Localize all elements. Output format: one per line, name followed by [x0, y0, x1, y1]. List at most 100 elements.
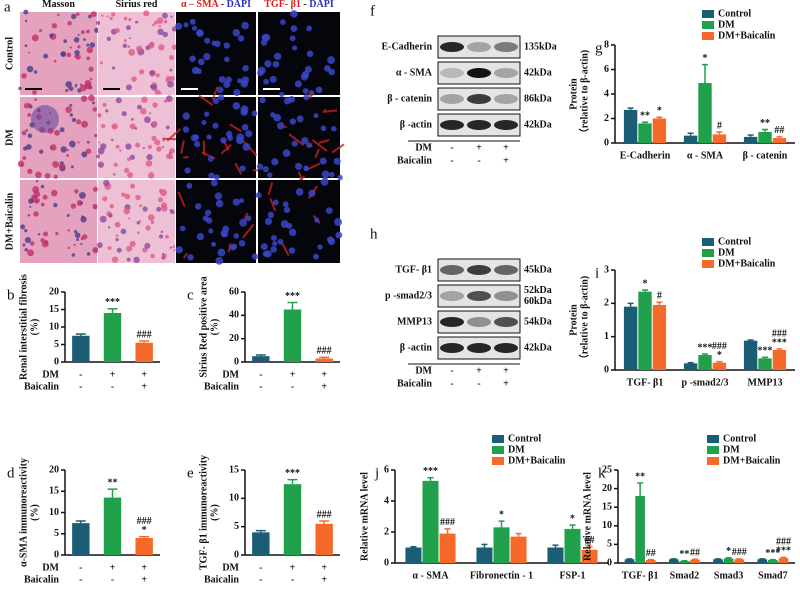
significance: **	[635, 471, 645, 482]
nucleus	[313, 253, 319, 260]
cell	[80, 242, 83, 245]
cell	[145, 160, 153, 167]
cell	[37, 233, 41, 236]
nucleus	[203, 53, 211, 61]
y-axis-label: TGF- β1 immunoreactivity	[198, 455, 209, 570]
nucleus	[187, 254, 194, 261]
band	[494, 291, 518, 301]
cell	[157, 197, 163, 203]
nucleus	[317, 244, 323, 250]
nucleus	[291, 140, 298, 147]
nucleus	[211, 40, 217, 46]
cell	[92, 107, 98, 112]
x-tick-label: Smad3	[714, 570, 743, 581]
nucleus	[327, 236, 334, 243]
bar	[283, 309, 302, 362]
nucleus	[273, 52, 282, 61]
cell	[81, 215, 84, 218]
nucleus	[269, 75, 277, 83]
stain	[322, 108, 327, 114]
y-axis-label: Protein	[568, 78, 579, 110]
cell	[23, 102, 30, 109]
cell	[44, 172, 51, 179]
band	[440, 291, 464, 301]
cell	[52, 160, 60, 168]
stain	[180, 140, 185, 154]
cell	[148, 172, 155, 179]
legend-swatch	[702, 21, 714, 29]
cell	[76, 238, 79, 242]
nucleus	[220, 137, 227, 144]
cell	[156, 146, 162, 152]
nucleus	[303, 166, 309, 172]
significance: ###	[776, 537, 791, 548]
nucleus	[272, 241, 278, 247]
nucleus	[334, 218, 343, 227]
nucleus	[280, 19, 286, 25]
y-tick-label: 25	[602, 464, 612, 475]
cell	[74, 49, 80, 56]
nucleus	[214, 174, 220, 181]
y-tick-label: 15	[49, 486, 59, 497]
cell	[73, 229, 78, 234]
y-tick-label: 10	[49, 507, 59, 518]
cell	[131, 76, 137, 82]
band	[494, 265, 518, 275]
nucleus	[194, 141, 201, 148]
nucleus	[286, 222, 293, 229]
cell	[127, 45, 130, 48]
significance: *	[657, 106, 662, 117]
nucleus	[272, 199, 279, 206]
nucleus	[314, 217, 320, 223]
significance: *	[570, 513, 575, 524]
cell	[74, 189, 79, 194]
nucleus	[224, 56, 230, 63]
blot-size: 45kDa	[524, 264, 552, 275]
condition-mark: -	[111, 381, 114, 392]
cell	[57, 13, 60, 16]
significance: **	[679, 549, 689, 560]
bar	[778, 558, 789, 563]
y-tick-label: 0	[234, 356, 239, 367]
nucleus	[214, 192, 223, 200]
cell	[106, 36, 112, 42]
nucleus	[189, 18, 196, 25]
bar	[668, 559, 679, 563]
nucleus	[237, 35, 245, 42]
condition-mark: +	[141, 369, 147, 380]
y-tick-label: 4	[384, 495, 389, 506]
band	[467, 343, 491, 353]
bar	[713, 559, 723, 563]
cell	[51, 189, 58, 197]
cell	[50, 146, 53, 150]
nucleus	[196, 232, 205, 241]
condition-mark: -	[259, 381, 262, 392]
cell	[32, 89, 37, 95]
nucleus	[257, 66, 266, 75]
significance: ###	[137, 329, 152, 340]
cell	[147, 214, 155, 221]
nucleus	[306, 50, 314, 58]
bar	[252, 532, 270, 555]
stain	[267, 182, 274, 196]
nucleus	[301, 137, 309, 145]
nucleus	[191, 66, 200, 75]
cell	[158, 44, 165, 51]
cell	[171, 44, 178, 50]
cell	[170, 15, 173, 18]
cell	[107, 246, 112, 250]
nucleus	[222, 225, 230, 233]
cell	[71, 117, 77, 123]
nucleus	[237, 78, 243, 84]
cell	[134, 142, 141, 148]
cell	[70, 165, 74, 169]
x-tick-label: TGF- β1	[622, 570, 659, 581]
condition-mark: -	[450, 155, 453, 166]
condition-mark: +	[321, 381, 327, 392]
cell	[80, 95, 88, 102]
header-part: -	[301, 0, 309, 10]
legend-label: DM	[718, 247, 735, 258]
cell	[172, 245, 176, 248]
cell	[156, 206, 162, 212]
cell	[140, 108, 147, 115]
